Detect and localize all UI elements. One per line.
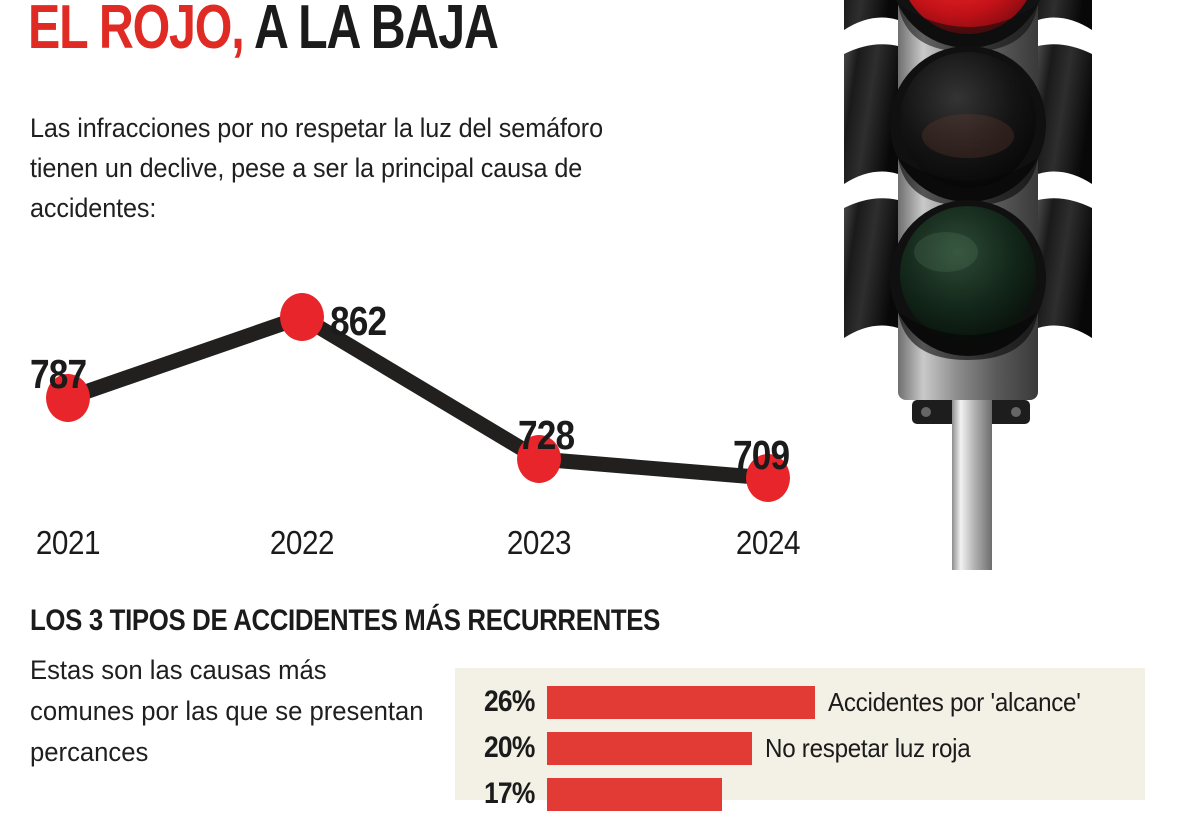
bar-percent-label: 17% — [483, 777, 535, 810]
chart-value-label: 862 — [330, 298, 387, 344]
traffic-light-amber — [844, 44, 1092, 206]
deck-paragraph: Las infracciones por no respetar la luz … — [30, 113, 603, 223]
line-chart-svg — [46, 293, 790, 502]
chart-data-point — [517, 435, 561, 483]
headline-block: SANCIONES POR VIOLAR EL ROJO, A LA BAJA — [28, 0, 818, 59]
chart-dot-group — [46, 293, 790, 502]
bar-fill — [547, 777, 722, 811]
chart-line-path — [60, 309, 776, 486]
chart-value-label: 787 — [30, 351, 87, 397]
bar-row: 20% No respetar luz roja — [455, 726, 987, 770]
headline-dark-text: A LA BAJA — [243, 0, 499, 62]
chart-x-tick-label: 2021 — [35, 524, 101, 561]
bar-percent-label: 20% — [483, 731, 535, 764]
traffic-light-photo — [812, 0, 1142, 570]
section-heading: LOS 3 TIPOS DE ACCIDENTES MÁS RECURRENTE… — [30, 604, 661, 637]
bar-row: 17% — [455, 772, 736, 816]
bar-fill — [547, 685, 815, 719]
chart-data-point — [46, 374, 90, 422]
chart-value-label: 728 — [518, 412, 575, 458]
headline-red-text: EL ROJO, — [28, 0, 245, 62]
bar-category-label: Accidentes por 'alcance' — [828, 686, 1081, 717]
chart-x-tick-label: 2024 — [735, 524, 801, 561]
chart-data-point — [280, 293, 324, 341]
chart-data-point — [746, 454, 790, 502]
bar-category-label: No respetar luz roja — [765, 732, 971, 763]
traffic-light-green — [844, 198, 1092, 360]
chart-x-tick-label: 2023 — [506, 524, 572, 561]
bar-percent-label: 26% — [483, 685, 535, 718]
traffic-light-red — [844, 0, 1092, 52]
bar-chart-panel: 26% Accidentes por 'alcance' 20% No respeta… — [455, 668, 1145, 811]
headline-line-2: EL ROJO, A LA BAJA — [28, 0, 644, 59]
bar-fill — [547, 731, 752, 765]
chart-x-tick-label: 2022 — [269, 524, 335, 561]
section-body: Estas son las causas más comunes por las… — [30, 655, 424, 767]
chart-value-label: 709 — [733, 432, 790, 478]
bar-row: 26% Accidentes por 'alcance' — [455, 680, 1101, 724]
line-chart: 787 862 728 709 2021 2022 2023 2024 — [0, 246, 840, 576]
